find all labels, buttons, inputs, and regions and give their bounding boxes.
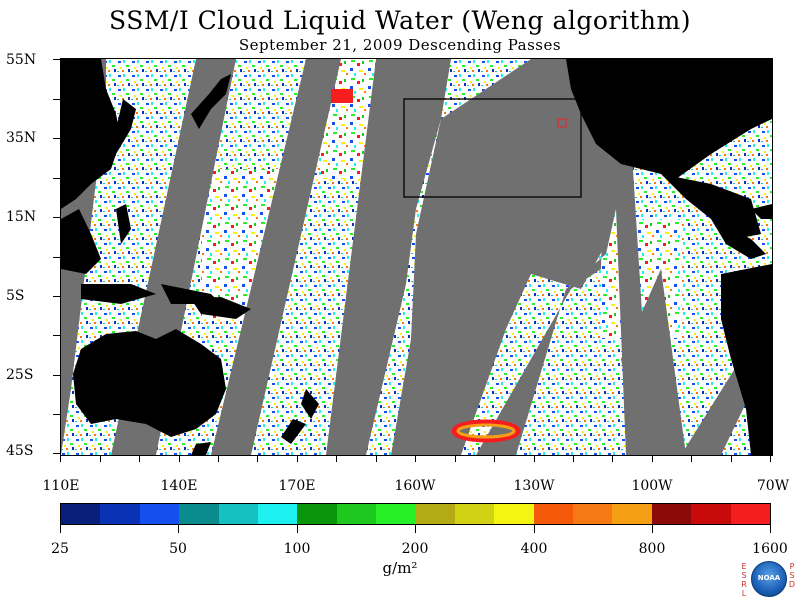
lon-tick: [573, 455, 574, 462]
lon-tick: [770, 455, 771, 462]
lon-label-70w: 70W: [756, 478, 790, 494]
lon-tick: [100, 455, 101, 462]
colorbar-segment: [612, 504, 652, 524]
colorbar-label-400: 400: [520, 541, 548, 557]
lat-label-35n: 35N: [6, 130, 37, 146]
colorbar-segment: [139, 504, 180, 524]
lat-tick: [53, 335, 60, 336]
colorbar-segment: [100, 504, 140, 524]
lon-tick: [257, 455, 258, 462]
noaa-emblem-icon: NOAA: [751, 561, 787, 597]
lat-tick: [53, 375, 60, 376]
colorbar-label-100: 100: [283, 541, 311, 557]
colorbar-segment: [494, 504, 534, 524]
lon-tick: [455, 455, 456, 462]
lon-tick: [179, 455, 180, 462]
lat-tick: [53, 217, 60, 218]
colorbar-segment: [651, 504, 692, 524]
colorbar-segment: [179, 504, 219, 524]
lat-label-45s: 45S: [6, 443, 34, 459]
colorbar-segment: [730, 504, 771, 524]
lon-tick: [218, 455, 219, 462]
lon-tick: [415, 455, 416, 462]
lat-label-55n: 55N: [6, 52, 37, 68]
lat-tick: [53, 453, 60, 454]
colorbar-segment: [573, 504, 613, 524]
lon-tick: [60, 455, 61, 462]
colorbar-tick: [534, 525, 535, 533]
colorbar-label-200: 200: [401, 541, 429, 557]
lat-tick: [53, 296, 60, 297]
lon-label-110e: 110E: [42, 478, 80, 494]
colorbar-segment: [218, 504, 258, 524]
map-canvas: [61, 59, 772, 455]
cloud-water-map: [60, 58, 773, 456]
colorbar-label-25: 25: [51, 541, 69, 557]
lon-label-170e: 170E: [278, 478, 316, 494]
lon-tick: [534, 455, 535, 462]
colorbar-segment: [533, 504, 574, 524]
colorbar-label-1600: 1600: [752, 541, 788, 557]
lat-label-25s: 25S: [6, 367, 34, 383]
colorbar-segment: [454, 504, 495, 524]
colorbar-units: g/m²: [382, 559, 418, 577]
map-subtitle: September 21, 2009 Descending Passes: [238, 36, 562, 54]
lon-tick: [691, 455, 692, 462]
lon-label-100w: 100W: [631, 478, 673, 494]
lon-tick: [494, 455, 495, 462]
colorbar-label-50: 50: [169, 541, 187, 557]
lon-tick: [336, 455, 337, 462]
lat-label-15n: 15N: [6, 209, 37, 225]
colorbar-segment: [297, 504, 337, 524]
colorbar-tick: [652, 525, 653, 533]
lat-tick: [53, 178, 60, 179]
lon-label-160w: 160W: [394, 478, 436, 494]
lat-tick: [53, 414, 60, 415]
lon-label-140e: 140E: [160, 478, 198, 494]
lat-tick: [53, 138, 60, 139]
colorbar-segment: [415, 504, 455, 524]
land: [61, 59, 772, 455]
lat-tick: [53, 257, 60, 258]
colorbar-label-800: 800: [638, 541, 666, 557]
colorbar-tick: [415, 525, 416, 533]
lon-label-130w: 130W: [513, 478, 555, 494]
lon-tick: [297, 455, 298, 462]
colorbar-segment: [691, 504, 731, 524]
lon-tick: [612, 455, 613, 462]
lon-tick: [376, 455, 377, 462]
lat-tick: [53, 59, 60, 60]
lat-label-5s: 5S: [6, 288, 25, 304]
lat-tick: [53, 99, 60, 100]
colorbar: [60, 503, 771, 525]
logo-center-text: NOAA: [757, 574, 781, 582]
lon-tick: [731, 455, 732, 462]
colorbar-segment: [336, 504, 377, 524]
colorbar-tick: [297, 525, 298, 533]
map-title: SSM/I Cloud Liquid Water (Weng algorithm…: [109, 6, 691, 35]
lon-tick: [652, 455, 653, 462]
colorbar-segment: [376, 504, 416, 524]
colorbar-segment: [61, 504, 101, 524]
colorbar-tick: [178, 525, 179, 533]
colorbar-tick: [770, 525, 771, 533]
lon-tick: [139, 455, 140, 462]
colorbar-tick: [60, 525, 61, 533]
colorbar-segment: [257, 504, 298, 524]
